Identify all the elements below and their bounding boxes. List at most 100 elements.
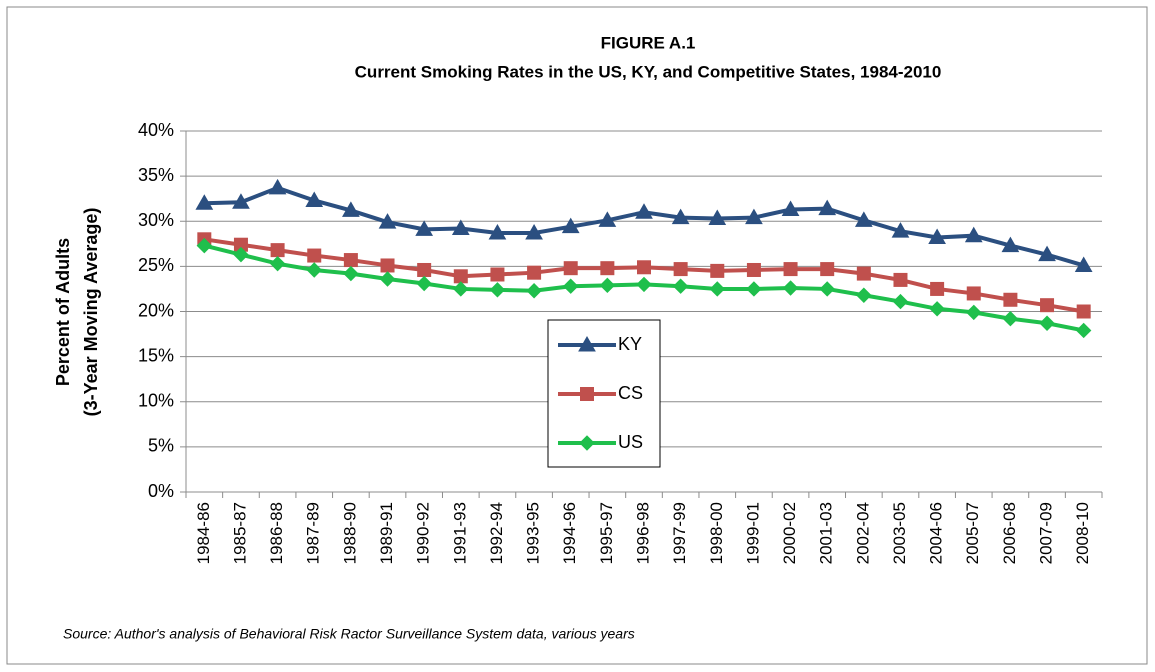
marker: [343, 265, 359, 282]
x-tick-label: 2002-04: [853, 502, 872, 564]
x-tick-label: 2007-09: [1037, 502, 1056, 564]
marker: [380, 258, 395, 273]
y-axis-label: Percent of Adults: [53, 238, 73, 386]
y-tick-label: 25%: [138, 255, 174, 275]
marker: [232, 193, 250, 209]
marker: [526, 283, 542, 299]
x-tick-label: 1992-94: [487, 502, 506, 564]
y-tick-label: 40%: [138, 120, 174, 140]
marker: [1039, 315, 1055, 331]
x-tick-label: 2001-03: [817, 502, 836, 564]
marker: [1076, 304, 1091, 319]
x-tick-label: 1989-91: [377, 502, 396, 564]
marker: [269, 255, 286, 272]
marker: [856, 266, 871, 281]
marker: [527, 265, 542, 280]
marker: [819, 281, 835, 297]
marker: [563, 278, 579, 294]
marker: [268, 178, 287, 195]
marker: [893, 272, 908, 287]
marker: [342, 201, 360, 217]
legend-label: CS: [618, 383, 643, 403]
chart-title: FIGURE A.1: [601, 33, 696, 52]
x-tick-label: 2008-10: [1073, 502, 1092, 564]
marker: [600, 261, 615, 276]
marker: [892, 293, 909, 310]
x-tick-label: 2003-05: [890, 502, 909, 564]
marker: [525, 223, 543, 240]
marker: [453, 281, 469, 297]
marker: [856, 287, 872, 303]
marker: [451, 219, 470, 235]
marker: [781, 200, 800, 217]
legend-marker: [579, 435, 595, 451]
source-note: Source: Author's analysis of Behavioral …: [63, 626, 635, 642]
y-tick-label: 15%: [138, 345, 174, 365]
x-tick-label: 1994-96: [560, 502, 579, 564]
marker: [854, 211, 873, 227]
x-tick-label: 1990-92: [414, 502, 433, 564]
x-tick-label: 1997-99: [670, 502, 689, 564]
marker: [306, 262, 322, 278]
marker: [233, 246, 249, 263]
marker: [709, 281, 725, 297]
x-tick-label: 1988-90: [340, 502, 359, 564]
marker: [417, 262, 432, 277]
y-axis-label: (3-Year Moving Average): [81, 208, 101, 417]
marker: [379, 271, 396, 287]
marker: [415, 220, 434, 236]
marker: [929, 301, 945, 317]
chart-subtitle: Current Smoking Rates in the US, KY, and…: [355, 62, 942, 81]
y-tick-label: 0%: [148, 481, 174, 501]
x-tick-label: 1998-00: [707, 502, 726, 564]
x-tick-label: 2006-08: [1000, 502, 1019, 564]
marker: [1038, 245, 1056, 262]
marker: [930, 281, 945, 296]
y-tick-label: 35%: [138, 165, 174, 185]
marker: [195, 194, 214, 210]
marker: [1074, 256, 1093, 272]
marker: [1040, 298, 1055, 313]
marker: [378, 213, 397, 229]
legend-marker: [580, 387, 594, 401]
x-tick-label: 1993-95: [524, 502, 543, 564]
marker: [708, 209, 727, 226]
marker: [635, 203, 653, 219]
marker: [343, 253, 358, 268]
marker: [416, 275, 432, 292]
x-tick-label: 2005-07: [963, 502, 982, 564]
y-tick-label: 30%: [138, 210, 174, 230]
marker: [453, 269, 468, 284]
x-tick-label: 1996-98: [633, 502, 652, 564]
marker: [196, 237, 213, 254]
marker: [1075, 322, 1092, 339]
x-tick-label: 1999-01: [743, 502, 762, 564]
marker: [671, 208, 690, 225]
marker: [964, 226, 983, 243]
marker: [307, 248, 322, 263]
legend-marker: [578, 335, 596, 352]
marker: [746, 262, 761, 277]
marker: [966, 286, 981, 301]
x-tick-label: 1986-88: [267, 502, 286, 564]
x-tick-label: 2000-02: [780, 502, 799, 564]
x-tick-label: 1987-89: [304, 502, 323, 564]
x-tick-label: 2004-06: [927, 502, 946, 564]
marker: [490, 267, 505, 282]
marker: [598, 211, 617, 227]
y-tick-label: 5%: [148, 436, 174, 456]
legend-label: KY: [618, 334, 642, 354]
marker: [782, 280, 799, 296]
marker: [1002, 311, 1019, 327]
marker: [1001, 236, 1020, 253]
marker: [745, 208, 763, 225]
x-tick-label: 1991-93: [450, 502, 469, 564]
marker: [928, 228, 946, 244]
legend-label: US: [618, 432, 643, 452]
marker: [891, 222, 910, 238]
marker: [636, 276, 652, 293]
x-tick-label: 1984-86: [194, 502, 213, 564]
marker: [818, 199, 837, 216]
marker: [783, 262, 798, 277]
